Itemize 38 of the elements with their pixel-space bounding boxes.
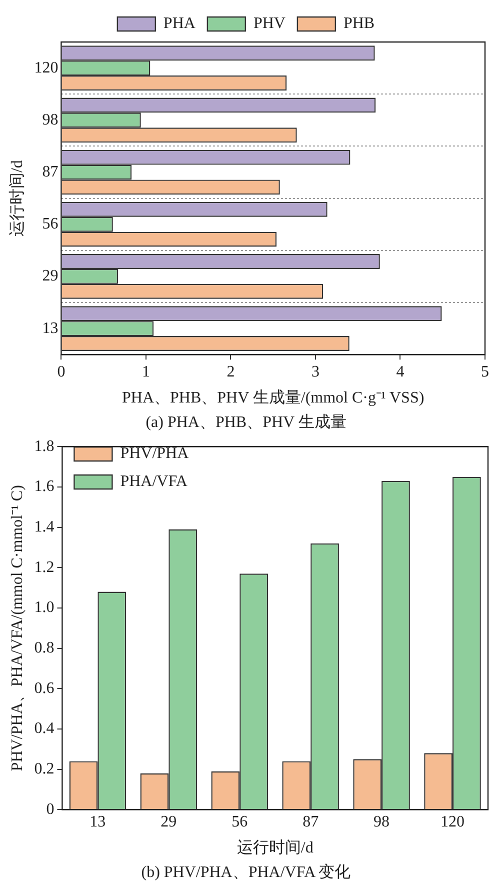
y-tick-label: 1.4 bbox=[34, 518, 54, 536]
text: (b) PHV/PHA、PHA/VFA 变化 bbox=[140, 862, 352, 883]
legend-label: PHV bbox=[253, 15, 286, 32]
y-tick-label: 56 bbox=[42, 216, 58, 233]
y-tick-label: 1.8 bbox=[34, 438, 54, 455]
y-tick-label: 13 bbox=[42, 320, 58, 337]
y-tick-label: 0 bbox=[46, 800, 54, 818]
x-tick-label: 56 bbox=[232, 813, 248, 830]
y-tick-label: 98 bbox=[42, 111, 58, 128]
y-tick-label: 1.6 bbox=[34, 478, 54, 496]
x-tick-label: 2 bbox=[226, 363, 235, 380]
x-tick-label: 29 bbox=[160, 813, 177, 830]
y-tick-label: 120 bbox=[34, 59, 58, 76]
x-tick-label: 87 bbox=[302, 813, 319, 830]
y-tick-label: 0.4 bbox=[34, 720, 54, 738]
y-tick-label: 0.2 bbox=[34, 760, 54, 778]
legend-label: PHV/PHA bbox=[120, 445, 190, 462]
y-tick-label: 1.2 bbox=[34, 558, 54, 576]
x-tick-label: 98 bbox=[374, 813, 390, 830]
x-tick-label: 5 bbox=[481, 363, 489, 380]
x-tick-label: 13 bbox=[90, 813, 106, 830]
x-tick-label: 4 bbox=[396, 363, 404, 380]
y-axis-title: PHV/PHA、PHA/VFA/(mmol C·mmol⁻¹ C) bbox=[8, 485, 26, 772]
text: (a) PHA、PHB、PHV 生成量 bbox=[144, 412, 348, 433]
legend-label: PHA/VFA bbox=[120, 473, 188, 490]
y-tick-label: 0.8 bbox=[34, 639, 54, 656]
y-tick-label: 1.0 bbox=[34, 599, 54, 616]
x-tick-label: 1 bbox=[142, 363, 150, 380]
legend-label: PHA bbox=[163, 15, 196, 32]
x-axis-title: PHA、PHB、PHV 生成量/(mmol C·g⁻¹ VSS) bbox=[122, 388, 424, 407]
x-tick-label: 3 bbox=[311, 363, 320, 380]
y-axis-title: 运行时间/d bbox=[8, 160, 26, 237]
x-axis-title: 运行时间/d bbox=[236, 838, 314, 857]
y-tick-label: 87 bbox=[42, 163, 58, 180]
y-tick-label: 0.6 bbox=[34, 680, 54, 697]
y-tick-label: 29 bbox=[42, 268, 58, 285]
x-tick-label: 120 bbox=[440, 813, 465, 830]
legend-label: PHB bbox=[343, 15, 375, 32]
